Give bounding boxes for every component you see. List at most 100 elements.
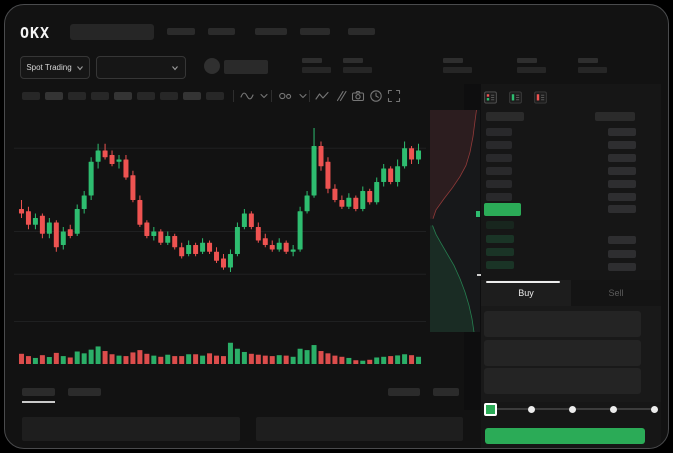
nav-link-skeleton[interactable] (255, 28, 287, 35)
toolbar-divider (233, 90, 234, 102)
slider-stop[interactable] (568, 405, 576, 413)
toolbar-button-skeleton[interactable] (206, 92, 224, 100)
nav-link-skeleton[interactable] (208, 28, 235, 35)
bid-row-amount-skeleton[interactable] (608, 250, 636, 258)
order-input-skeleton[interactable] (484, 311, 641, 337)
chart-tab-skeleton[interactable] (68, 388, 101, 396)
ask-row-price-skeleton[interactable] (486, 128, 512, 136)
bids-book-icon[interactable] (508, 91, 523, 104)
ticker-stat-value-skeleton (302, 67, 331, 73)
bid-row-amount-skeleton[interactable] (608, 263, 636, 271)
ticker-stat-value-skeleton (578, 67, 607, 73)
chart-tab-skeleton[interactable] (388, 388, 420, 396)
pair-selector-dropdown[interactable] (96, 56, 186, 79)
depth-chart (430, 109, 480, 333)
book-header-skeleton (486, 112, 524, 121)
toolbar-button-skeleton[interactable] (91, 92, 109, 100)
nav-link-skeleton[interactable] (348, 28, 375, 35)
wave-icon[interactable] (240, 89, 254, 103)
volume-chart (14, 337, 426, 365)
compare-icon[interactable] (333, 89, 347, 103)
slider-stop[interactable] (609, 405, 617, 413)
mid-price-tick (477, 274, 482, 276)
nav-link-skeleton[interactable] (300, 28, 330, 35)
chart-tab-skeleton[interactable] (22, 388, 55, 396)
ticker-stat-label-skeleton (443, 58, 463, 63)
ask-row-amount-skeleton[interactable] (608, 180, 636, 188)
ticker-stat-label-skeleton (578, 58, 598, 63)
toolbar-button-skeleton[interactable] (114, 92, 132, 100)
camera-icon[interactable] (351, 89, 365, 103)
depth-svg (430, 109, 477, 333)
ask-row-amount-skeleton[interactable] (608, 141, 636, 149)
last-price-indicator[interactable] (484, 203, 521, 216)
ticker-stat-value-skeleton (517, 67, 546, 73)
last-price-tick (476, 211, 480, 217)
ask-row-price-skeleton[interactable] (486, 141, 512, 149)
ask-row-amount-skeleton[interactable] (608, 167, 636, 175)
chevron-down-icon (171, 64, 179, 72)
nav-link-skeleton[interactable] (167, 28, 195, 35)
chevron-down-icon[interactable] (296, 89, 310, 103)
candlestick-chart[interactable] (14, 106, 426, 340)
tab-sell-label: Sell (608, 288, 624, 298)
toolbar-button-skeleton[interactable] (45, 92, 63, 100)
asks-book-icon[interactable] (533, 91, 548, 104)
bid-row-amount-skeleton[interactable] (608, 205, 636, 213)
slider-stop[interactable] (650, 405, 658, 413)
chart-tab-skeleton[interactable] (433, 388, 459, 396)
slider-stop[interactable] (527, 405, 535, 413)
combined-book-icon[interactable] (483, 91, 498, 104)
order-input-skeleton[interactable] (484, 368, 641, 394)
indicators-icon[interactable] (278, 89, 292, 103)
okx-logo: OKX (20, 24, 51, 42)
toolbar-button-skeleton[interactable] (137, 92, 155, 100)
ask-row-amount-skeleton[interactable] (608, 193, 636, 201)
book-header-skeleton (595, 112, 635, 121)
token-avatar (204, 58, 220, 74)
volume-svg (18, 342, 422, 364)
ticker-stat-value-skeleton (443, 67, 472, 73)
bid-row-price-skeleton[interactable] (486, 221, 514, 229)
candles-svg (14, 128, 426, 322)
order-input-skeleton[interactable] (484, 340, 641, 366)
ticker-stat-label-skeleton (302, 58, 322, 63)
toolbar-button-skeleton[interactable] (68, 92, 86, 100)
slider-handle[interactable] (483, 402, 497, 416)
ask-row-price-skeleton[interactable] (486, 167, 512, 175)
ask-row-price-skeleton[interactable] (486, 193, 512, 201)
ticker-stat-label-skeleton (517, 58, 537, 63)
market-type-label: Spot Trading (26, 63, 72, 72)
bid-row-price-skeleton[interactable] (486, 261, 514, 269)
bid-row-price-skeleton[interactable] (486, 235, 514, 243)
pair-name-skeleton (224, 60, 268, 74)
ask-row-amount-skeleton[interactable] (608, 128, 636, 136)
tab-buy-label: Buy (518, 288, 534, 298)
active-chart-tab-underline (22, 401, 55, 403)
ask-row-price-skeleton[interactable] (486, 180, 512, 188)
clock-icon[interactable] (369, 89, 383, 103)
fullscreen-icon[interactable] (387, 89, 401, 103)
app-window: OKX Spot Trading (4, 4, 669, 449)
toolbar-button-skeleton[interactable] (183, 92, 201, 100)
search-bar-skeleton[interactable] (70, 24, 154, 40)
toolbar-divider (309, 90, 310, 102)
tab-sell[interactable]: Sell (571, 280, 661, 306)
active-trade-tab-indicator (486, 281, 560, 283)
market-type-dropdown[interactable]: Spot Trading (20, 56, 90, 79)
ask-row-amount-skeleton[interactable] (608, 154, 636, 162)
tab-buy[interactable]: Buy (481, 280, 571, 306)
chevron-down-icon (76, 64, 84, 72)
ticker-stat-label-skeleton (343, 58, 363, 63)
toolbar-button-skeleton[interactable] (22, 92, 40, 100)
ticker-stat-value-skeleton (343, 67, 372, 73)
bid-row-amount-skeleton[interactable] (608, 236, 636, 244)
ask-row-price-skeleton[interactable] (486, 154, 512, 162)
bottom-panel-skeleton (256, 417, 463, 441)
chevron-down-icon[interactable] (257, 89, 271, 103)
zigzag-icon[interactable] (315, 89, 329, 103)
bid-row-price-skeleton[interactable] (486, 248, 514, 256)
toolbar-button-skeleton[interactable] (160, 92, 178, 100)
bottom-panel-skeleton (22, 417, 240, 441)
submit-order-button[interactable] (485, 428, 645, 444)
